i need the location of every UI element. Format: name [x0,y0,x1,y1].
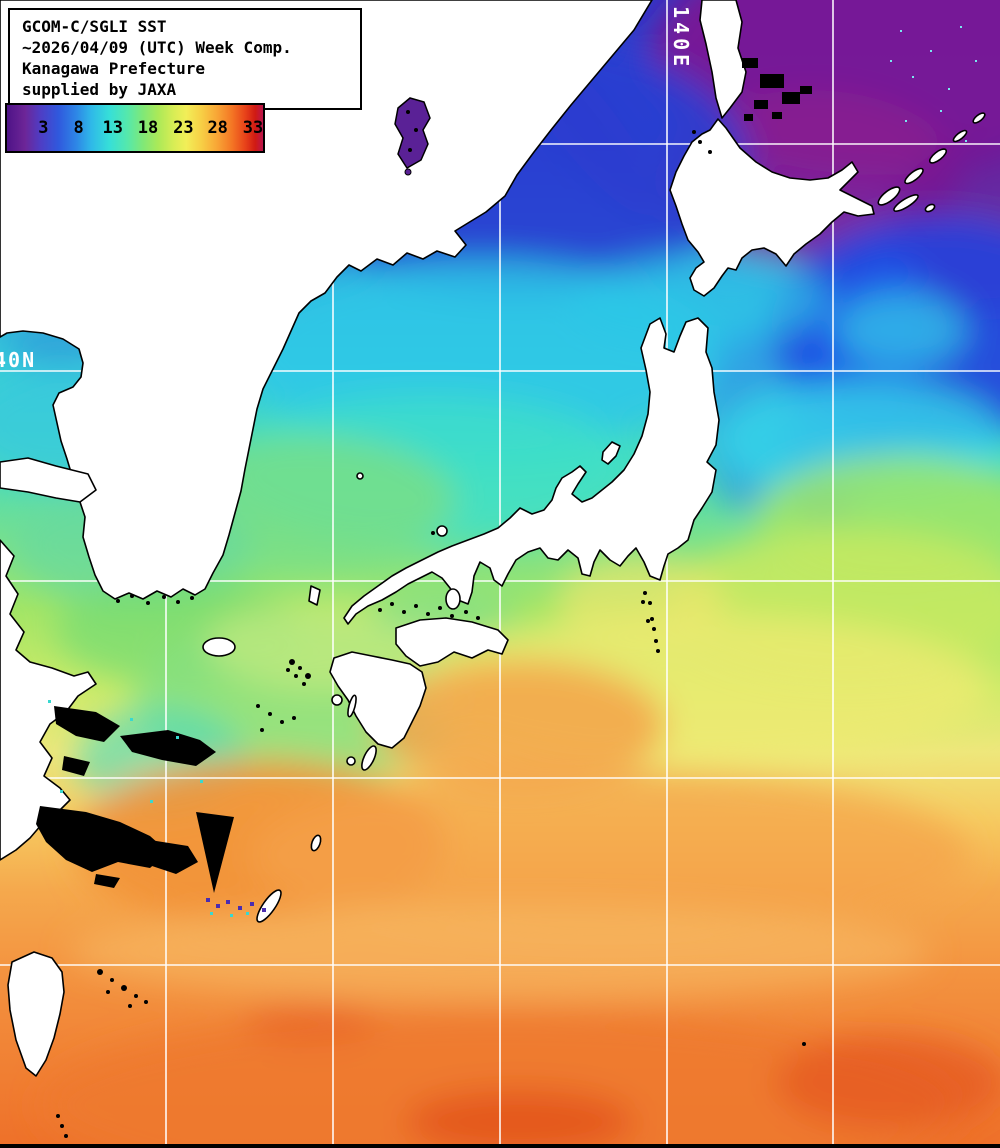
land-taiwan [7,951,65,1077]
land-kunashiri [893,194,919,212]
colorbar: 3 8 13 18 23 28 33 [5,103,265,153]
colorbar-tick-33: 33 [242,118,264,138]
label-meridian-140e: 140E [669,6,693,70]
land-shikotan [924,203,936,213]
land-kuril-4 [952,129,968,143]
land-awaji [445,588,461,610]
bottom-edge-strip [0,1144,1000,1148]
land-kuril-2 [904,167,924,185]
no-data-wedge [196,812,234,893]
land-kuril-1 [877,186,901,206]
colorbar-tick-28: 28 [207,118,228,138]
land-hokkaido [669,118,875,297]
land-sado [601,441,621,465]
colorbar-gradient [7,105,263,151]
title-line-supplier: supplied by JAXA [22,80,177,99]
land-okinawa [256,889,282,923]
land-islet-tokara [310,834,322,852]
land-yakushima [331,694,343,706]
speckle-noise [48,26,977,917]
title-box: GCOM-C/SGLI SST ~2026/04/09 (UTC) Week C… [8,8,362,110]
colorbar-tick-23: 23 [173,118,194,138]
land-sakhalin [699,0,747,119]
land-tanegashima [347,694,357,718]
land-shandong [0,457,97,503]
label-parallel-40n: 40N [0,348,36,372]
title-line-product: GCOM-C/SGLI SST [22,17,167,36]
colorbar-tick-8: 8 [73,118,84,138]
land-oki [436,525,448,537]
land-amami [361,745,377,771]
title-line-date: ~2026/04/09 (UTC) Week Comp. [22,38,292,57]
land-kyushu [329,651,427,749]
purple-anomaly-blob [394,97,431,176]
land-honshu [343,317,720,625]
land-shikoku [395,617,509,667]
land-cheju [202,637,236,657]
land-islet-nw [356,472,364,480]
colorbar-tick-18: 18 [137,118,159,138]
land-tsushima [308,585,321,606]
colorbar-tick-3: 3 [38,118,49,138]
land-kuril-5 [972,112,986,124]
colorbar-ticks: 3 8 13 18 23 28 33 [7,105,263,151]
land-kuril-3 [928,148,948,164]
title-line-region: Kanagawa Prefecture [22,59,206,78]
colorbar-tick-13: 13 [102,118,123,138]
no-data-patches [36,58,812,1138]
land-islet-ecs [346,756,356,766]
